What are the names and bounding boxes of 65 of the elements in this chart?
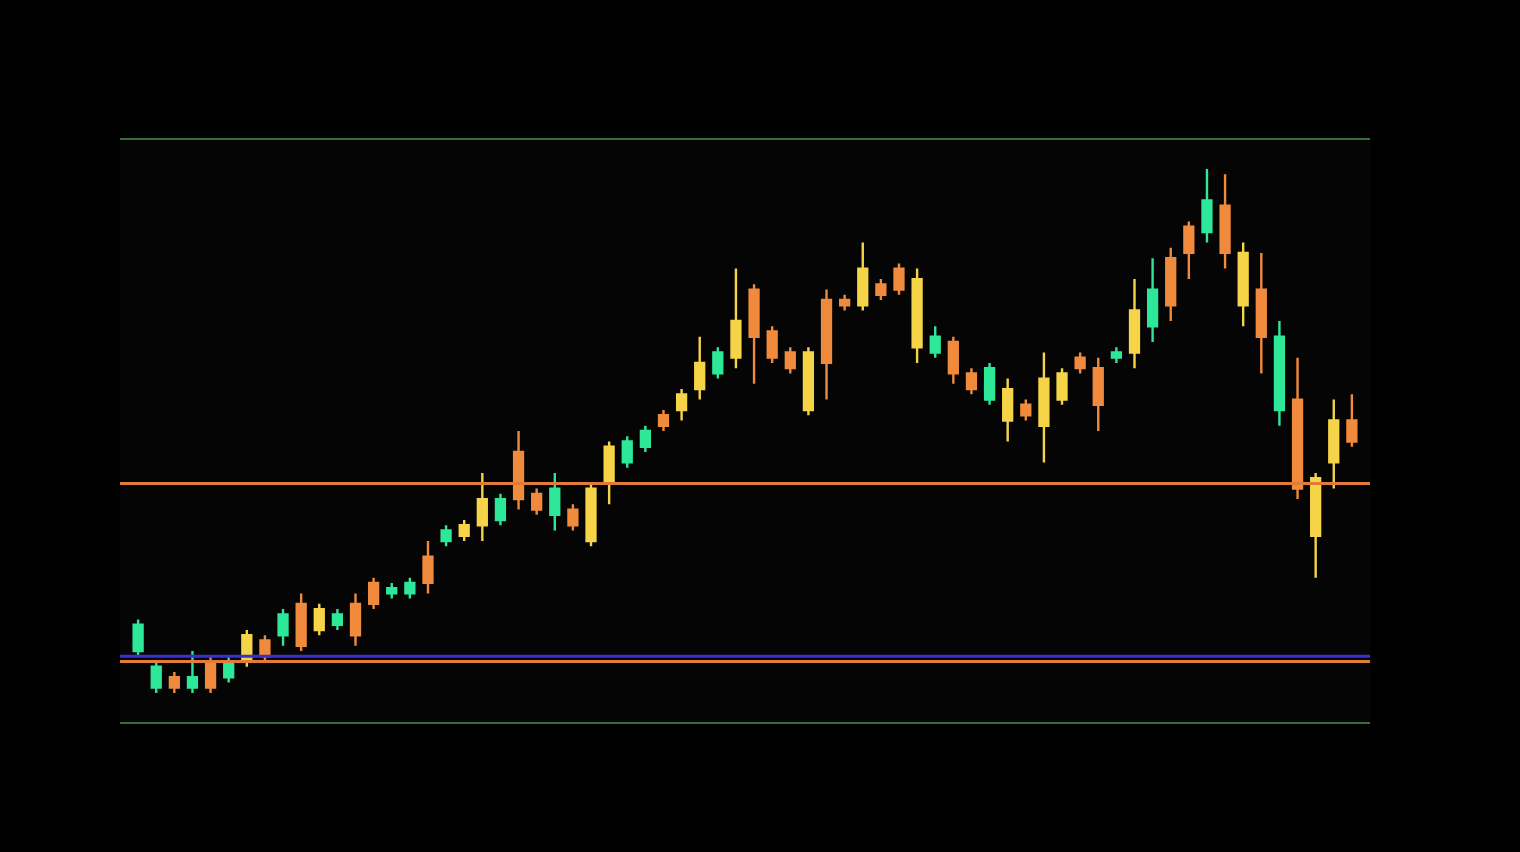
candlestick bbox=[531, 487, 543, 516]
candlestick bbox=[476, 471, 488, 543]
candlestick bbox=[1092, 356, 1104, 433]
candlestick bbox=[784, 346, 796, 375]
candlestick bbox=[367, 576, 380, 611]
candlestick bbox=[1291, 356, 1304, 501]
candlestick bbox=[1237, 241, 1249, 328]
candlestick bbox=[1310, 471, 1322, 579]
candlestick bbox=[549, 471, 561, 532]
candlestick bbox=[802, 346, 815, 417]
candlestick bbox=[911, 267, 923, 365]
candlestick bbox=[1165, 246, 1177, 323]
candlestick bbox=[259, 634, 271, 663]
candlestick bbox=[186, 649, 199, 695]
candlestick bbox=[965, 366, 978, 396]
candlestick bbox=[567, 503, 579, 532]
candlestick bbox=[947, 335, 959, 386]
candlestick bbox=[331, 607, 344, 632]
candlestick bbox=[512, 429, 525, 511]
candlestick bbox=[494, 492, 507, 527]
candlestick bbox=[1038, 351, 1050, 464]
candlestick bbox=[458, 518, 470, 543]
candlestick bbox=[893, 262, 905, 297]
candlestick bbox=[1328, 398, 1340, 490]
candlestick bbox=[1020, 398, 1032, 422]
candlestick bbox=[422, 539, 434, 595]
candlestick bbox=[1002, 377, 1014, 443]
candlestick bbox=[1346, 393, 1358, 448]
candlestick bbox=[349, 592, 362, 647]
candlestick bbox=[712, 346, 724, 380]
candlestick bbox=[639, 424, 651, 454]
candlestick bbox=[675, 387, 688, 422]
candlestick bbox=[585, 482, 597, 548]
candlestick bbox=[1110, 346, 1123, 365]
candlestick bbox=[657, 408, 670, 433]
candlestick bbox=[386, 581, 398, 600]
candlestick bbox=[1128, 277, 1141, 370]
candlestick bbox=[621, 435, 633, 469]
candlestick bbox=[295, 592, 307, 653]
candlestick bbox=[404, 576, 416, 600]
candlestick bbox=[820, 288, 833, 401]
candlestick bbox=[277, 607, 289, 647]
candlestick bbox=[168, 670, 180, 695]
candlestick bbox=[983, 361, 996, 407]
candlestick bbox=[150, 660, 162, 695]
candlestick bbox=[857, 241, 869, 312]
candlestick bbox=[694, 335, 706, 401]
candlestick bbox=[603, 440, 615, 506]
candlestick bbox=[440, 524, 452, 548]
candlestick bbox=[766, 325, 778, 365]
candlestick bbox=[929, 325, 941, 359]
candlestick bbox=[313, 602, 325, 637]
candlestick bbox=[1183, 220, 1195, 281]
candlestick bbox=[1273, 319, 1286, 427]
candlestick bbox=[730, 267, 742, 370]
candlestick bbox=[1201, 167, 1213, 244]
candlestick bbox=[1255, 251, 1267, 375]
candlestick bbox=[1219, 173, 1231, 270]
candlestick bbox=[1074, 351, 1086, 375]
candlestick bbox=[1056, 366, 1068, 407]
candlestick bbox=[839, 293, 851, 312]
candlestick bbox=[748, 283, 760, 386]
candlestick bbox=[132, 618, 144, 658]
candlestick bbox=[875, 277, 887, 302]
candlestick bbox=[1146, 256, 1159, 344]
